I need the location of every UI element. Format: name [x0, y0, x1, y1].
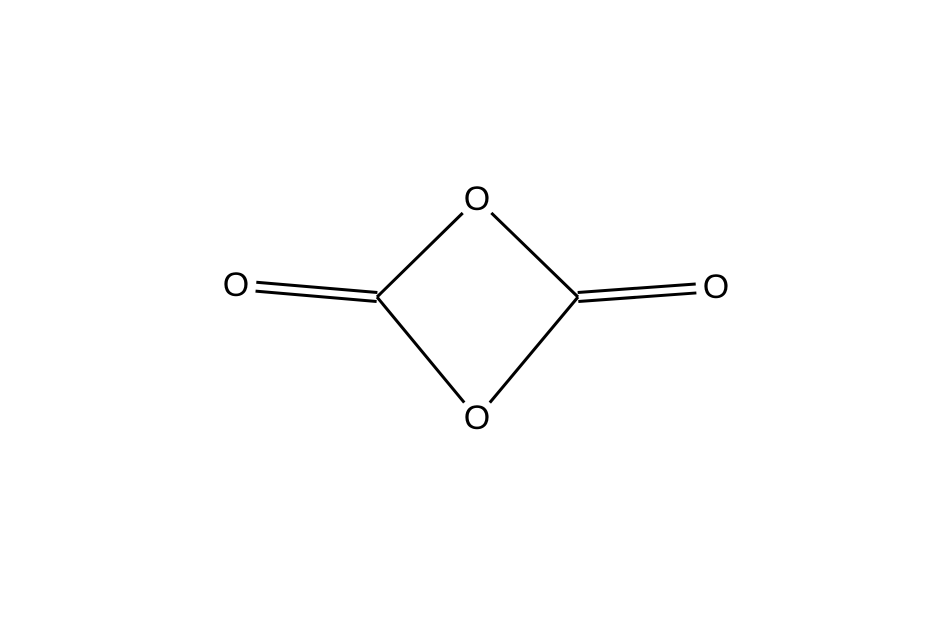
bonds-group — [256, 213, 697, 403]
chemical-structure-svg: O O O O — [0, 0, 950, 633]
bond-line — [377, 297, 464, 403]
atom-label: O — [464, 399, 490, 437]
bond-line — [256, 291, 377, 301]
bond-line — [578, 284, 696, 293]
bond-line — [491, 213, 578, 297]
atom-labels-group: O O O O — [223, 180, 729, 437]
atom-label: O — [464, 180, 490, 218]
atom-label: O — [703, 268, 729, 306]
bond-line — [578, 293, 696, 302]
bond-line — [490, 297, 578, 403]
bond-line — [377, 213, 463, 297]
bond-line — [256, 282, 377, 292]
diagram-canvas: O O O O — [0, 0, 950, 633]
atom-label: O — [223, 266, 249, 304]
